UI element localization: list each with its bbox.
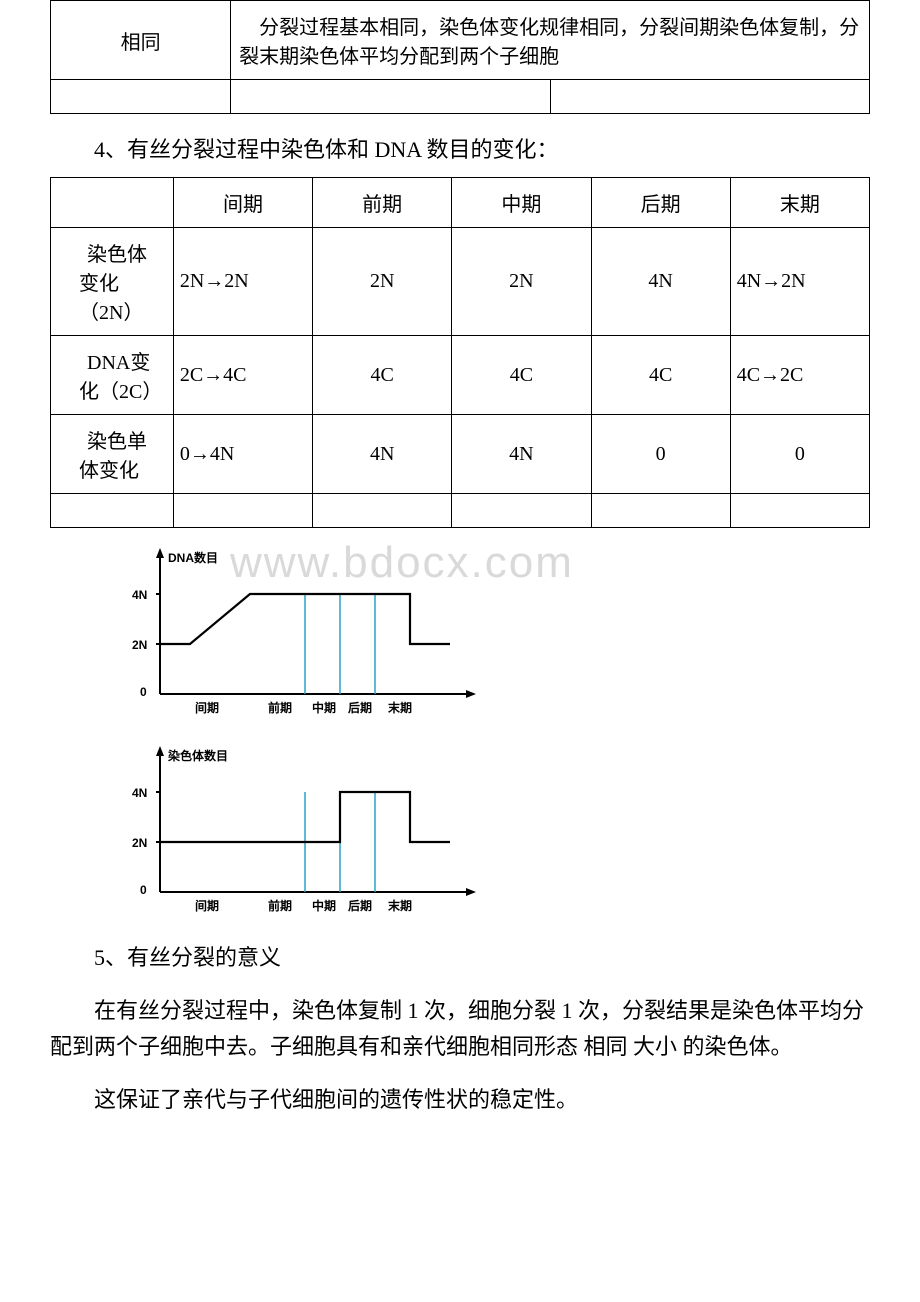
c2-y-2n: 2N: [132, 836, 147, 850]
t2-r2-c2: 4C: [313, 336, 452, 415]
t2-r2-c1: 2C→4C: [173, 336, 312, 415]
t2-r3-label: 染色单体变化: [51, 415, 174, 494]
t2-r1-c4: 4N: [591, 228, 730, 336]
c1-x-5: 末期: [388, 700, 412, 715]
t2-h5: 末期: [730, 178, 869, 228]
t2-row-chromosome: 染色体变化（2N） 2N→2N 2N 2N 4N 4N→2N: [51, 228, 870, 336]
dna-count-chart: 4N 2N 0 DNA数目 间期 前期 中期 后期 末期: [110, 544, 490, 724]
t2-header-row: 间期 前期 中期 后期 末期: [51, 178, 870, 228]
t2-row-dna: DNA变化（2C） 2C→4C 4C 4C 4C 4C→2C: [51, 336, 870, 415]
t1-empty-2: [231, 80, 550, 114]
t1-r1-c2: 分裂过程基本相同，染色体变化规律相同，分裂间期染色体复制，分裂末期染色体平均分配…: [231, 1, 870, 80]
t2-row-chromatid: 染色单体变化 0→4N 4N 4N 0 0: [51, 415, 870, 494]
t2-e1: [51, 494, 174, 528]
dna-chart-svg: 4N 2N 0 DNA数目 间期 前期 中期 后期 末期: [110, 544, 490, 724]
chromosome-count-chart: 4N 2N 0 染色体数目 间期 前期 中期 后期 末期: [110, 742, 490, 922]
t2-e3: [313, 494, 452, 528]
t2-e4: [452, 494, 591, 528]
t2-r1-c1: 2N→2N: [173, 228, 312, 336]
t1-r1-c1: 相同: [51, 1, 231, 80]
t2-r2-label: DNA变化（2C）: [51, 336, 174, 415]
t2-r1-c5: 4N→2N: [730, 228, 869, 336]
c1-x-2: 前期: [268, 700, 292, 715]
t2-r1-c3: 2N: [452, 228, 591, 336]
c1-x-4: 后期: [348, 700, 372, 715]
t2-h1: 间期: [173, 178, 312, 228]
charts-area: www.bdocx.com 4N 2N 0 DNA数目: [110, 544, 870, 922]
c2-x-1: 间期: [195, 898, 219, 913]
c2-x-3: 中期: [312, 898, 336, 913]
c1-title: DNA数目: [168, 550, 218, 565]
t2-r1-label: 染色体变化（2N）: [51, 228, 174, 336]
t1-empty-1: [51, 80, 231, 114]
section4-title: 4、有丝分裂过程中染色体和 DNA 数目的变化：: [50, 132, 870, 167]
t2-r2-c3: 4C: [452, 336, 591, 415]
c2-title: 染色体数目: [167, 748, 228, 763]
t2-e5: [591, 494, 730, 528]
c1-x-3: 中期: [312, 700, 336, 715]
para1: 在有丝分裂过程中，染色体复制 1 次，细胞分裂 1 次，分裂结果是染色体平均分配…: [50, 993, 870, 1063]
t2-h4: 后期: [591, 178, 730, 228]
c2-y-0: 0: [140, 883, 147, 897]
t2-r3-c2: 4N: [313, 415, 452, 494]
c2-y-4n: 4N: [132, 786, 147, 800]
t2-r3-c3: 4N: [452, 415, 591, 494]
c2-x-2: 前期: [268, 898, 292, 913]
t2-r3-c1: 0→4N: [173, 415, 312, 494]
section5-title: 5、有丝分裂的意义: [50, 940, 870, 975]
c1-y-2n: 2N: [132, 638, 147, 652]
c1-x-1: 间期: [195, 700, 219, 715]
t2-r3-c5: 0: [730, 415, 869, 494]
t2-r2-c4: 4C: [591, 336, 730, 415]
comparison-table: 相同 分裂过程基本相同，染色体变化规律相同，分裂间期染色体复制，分裂末期染色体平…: [50, 0, 870, 114]
page: 相同 分裂过程基本相同，染色体变化规律相同，分裂间期染色体复制，分裂末期染色体平…: [0, 0, 920, 1187]
c1-y-4n: 4N: [132, 588, 147, 602]
para2: 这保证了亲代与子代细胞间的遗传性状的稳定性。: [50, 1082, 870, 1117]
t2-r3-c4: 0: [591, 415, 730, 494]
t2-h0: [51, 178, 174, 228]
mitosis-count-table: 间期 前期 中期 后期 末期 染色体变化（2N） 2N→2N 2N 2N 4N …: [50, 177, 870, 528]
c1-y-0: 0: [140, 685, 147, 699]
t2-e6: [730, 494, 869, 528]
t2-h3: 中期: [452, 178, 591, 228]
t2-e2: [173, 494, 312, 528]
chrom-chart-svg: 4N 2N 0 染色体数目 间期 前期 中期 后期 末期: [110, 742, 490, 922]
t2-h2: 前期: [313, 178, 452, 228]
c2-x-5: 末期: [388, 898, 412, 913]
t1-empty-3: [550, 80, 869, 114]
c2-x-4: 后期: [348, 898, 372, 913]
t2-r2-c5: 4C→2C: [730, 336, 869, 415]
t2-r1-c2: 2N: [313, 228, 452, 336]
